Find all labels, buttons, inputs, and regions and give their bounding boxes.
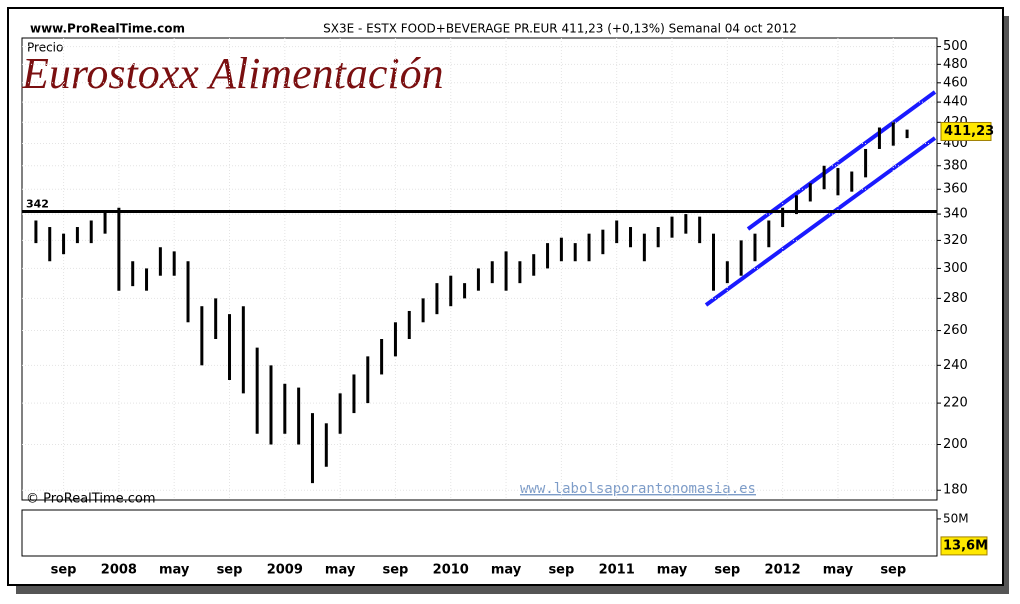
y-tick-label: 320 xyxy=(943,233,968,248)
site: www.ProRealTime.com xyxy=(30,22,185,36)
volume-last-label: 13,6M xyxy=(943,538,988,553)
x-tick-label: sep xyxy=(880,563,906,578)
last-label: 411,23 xyxy=(944,124,994,139)
y-tick-label: 440 xyxy=(943,95,968,110)
y-tick-label: 220 xyxy=(943,396,968,411)
y-label: Precio xyxy=(27,41,63,55)
y-tick-label: 360 xyxy=(943,182,968,197)
x-tick-label: may xyxy=(657,563,688,578)
x-tick-label: may xyxy=(491,563,522,578)
x-tick-label: may xyxy=(823,563,854,578)
y-tick-label: 500 xyxy=(943,39,968,54)
volume-tick-label: 50M xyxy=(943,511,969,525)
x-tick-label: sep xyxy=(548,563,574,578)
y-tick-label: 180 xyxy=(943,483,968,498)
y-tick-label: 260 xyxy=(943,323,968,338)
x-tick-label: 2011 xyxy=(599,563,635,578)
y-tick-label: 200 xyxy=(943,437,968,452)
x-tick-label: 2008 xyxy=(101,563,137,578)
y-tick-label: 280 xyxy=(943,291,968,306)
y-tick-label: 460 xyxy=(943,75,968,90)
x-tick-label: may xyxy=(159,563,190,578)
y-tick-label: 340 xyxy=(943,207,968,222)
y-tick-label: 240 xyxy=(943,358,968,373)
x-tick-label: 2010 xyxy=(433,563,469,578)
x-tick-label: sep xyxy=(217,563,243,578)
last-box xyxy=(940,121,992,141)
x-tick-label: sep xyxy=(51,563,77,578)
x-tick-label: may xyxy=(325,563,356,578)
y-tick-label: 300 xyxy=(943,261,968,276)
watermark: www.labolsaporantonomasia.es xyxy=(520,481,756,497)
x-tick-label: sep xyxy=(714,563,740,578)
channel-upper xyxy=(746,90,937,231)
x-tick-label: sep xyxy=(383,563,409,578)
level-label: 342 xyxy=(26,198,49,211)
y-tick-label: 480 xyxy=(943,57,968,72)
volume-last-box xyxy=(940,536,988,556)
copyright: © ProRealTime.com xyxy=(26,492,156,507)
chart-title: Eurostoxx Alimentación xyxy=(21,49,444,98)
y-tick-label: 380 xyxy=(943,158,968,173)
header: SX3E - ESTX FOOD+BEVERAGE PR.EUR 411,23 … xyxy=(323,22,797,36)
volume-frame xyxy=(21,509,938,557)
x-tick-label: 2012 xyxy=(765,563,801,578)
x-tick-label: 2009 xyxy=(267,563,303,578)
channel-lower xyxy=(704,136,937,307)
plot-frame xyxy=(21,37,938,501)
